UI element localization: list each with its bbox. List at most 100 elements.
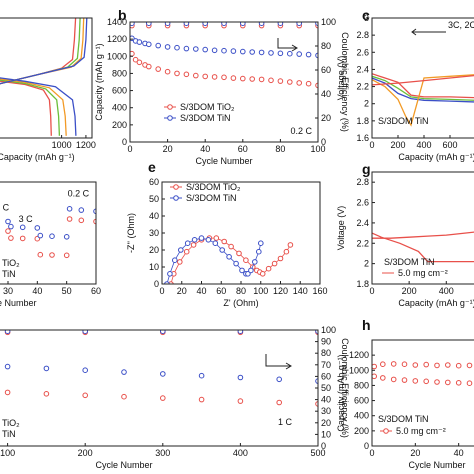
annotation-f: 1 C <box>278 417 293 427</box>
plot-area-a <box>0 18 88 136</box>
series-b-1-point-4 <box>146 41 152 48</box>
series-h-0-point-8 <box>455 362 462 369</box>
series-e-0-point-17 <box>271 260 278 267</box>
y2tick-label-f-7: 70 <box>321 360 331 370</box>
series-h-1-point-1 <box>380 375 386 381</box>
series-e-0-point-11 <box>243 257 249 264</box>
legend-label-g-0: S/3DOM TiN <box>384 257 435 267</box>
series-c-4 <box>372 74 474 86</box>
xtick-label-g-1: 200 <box>402 286 417 296</box>
legend-label-g-1: 5.0 mg cm⁻² <box>398 268 448 278</box>
ytick-label-b-3: 600 <box>112 86 127 96</box>
plot-area-f <box>4 330 318 407</box>
series-b-0-point-19 <box>287 79 293 85</box>
annotation-c: 3C, 2C <box>448 20 474 30</box>
series-f-0-point-5 <box>121 393 127 400</box>
series-f-0-point-9 <box>276 399 283 406</box>
series-e-0-point-15 <box>259 271 266 277</box>
series-h-0-point-7 <box>445 362 451 368</box>
series-d-0-point-9 <box>8 235 14 241</box>
y2tick-label-f-9: 90 <box>321 337 331 347</box>
ytick-label-h-3: 600 <box>354 396 369 406</box>
ytick-label-c-6: 2.8 <box>356 30 369 40</box>
y2tick-label-b-2: 40 <box>321 89 331 99</box>
series-d-0-point-10 <box>19 235 26 242</box>
series-d-1-point-14 <box>63 234 70 240</box>
series-h-0-point-1 <box>380 361 386 368</box>
series-b-0-point-15 <box>249 76 255 82</box>
series-c-0 <box>372 73 474 99</box>
series-h-1-point-6 <box>434 379 440 385</box>
series-e-1-point-3 <box>178 247 184 253</box>
ytick-label-e-6: 60 <box>149 177 159 187</box>
xtick-label-e-1: 20 <box>177 286 187 296</box>
series-d-1-point-16 <box>78 207 85 213</box>
xtick-label-c-1: 200 <box>390 140 405 150</box>
series-h-1-point-0 <box>372 373 377 380</box>
frame-h <box>371 339 474 447</box>
series-b-1-point-11 <box>211 47 218 54</box>
series-b-0-point-12 <box>221 74 227 81</box>
ytick-label-e-5: 50 <box>149 194 159 204</box>
legend-label-d-1: TiN <box>2 269 16 279</box>
series-d-1-point-11 <box>34 225 41 231</box>
plot-area-h <box>372 361 473 387</box>
arrow-head-f <box>285 362 292 370</box>
series-b-0-point-14 <box>240 75 246 82</box>
series-a-1 <box>0 79 61 136</box>
ytick-label-h-6: 1200 <box>349 350 369 360</box>
y2tick-label-f-10: 100 <box>321 325 336 335</box>
xtick-label-e-6: 120 <box>273 286 288 296</box>
series-f-3-point-2 <box>82 330 88 334</box>
series-b-1-point-6 <box>164 44 171 50</box>
frame-g <box>371 171 474 285</box>
series-b-0-point-7 <box>174 70 180 77</box>
series-b-1-point-13 <box>230 48 237 54</box>
ytick-label-b-4: 800 <box>112 68 127 78</box>
legend-label-h-0: S/3DOM TiN <box>378 414 429 424</box>
series-b-3-point-7 <box>258 22 265 26</box>
series-f-0-point-4 <box>82 392 88 399</box>
legend-marker-e-1 <box>173 195 179 201</box>
legend-marker-b-1 <box>167 115 173 121</box>
y2tick-label-f-6: 60 <box>321 371 331 381</box>
series-b-1-point-5 <box>155 42 161 49</box>
series-h-1-point-8 <box>455 380 462 386</box>
series-b-3-point-1 <box>146 22 152 26</box>
series-f-0-point-7 <box>198 396 205 403</box>
series-h-1-point-9 <box>466 380 473 387</box>
xtick-label-b-2: 40 <box>200 144 210 154</box>
xtick-label-d-4: 50 <box>62 286 72 296</box>
ytick-label-g-1: 2 <box>364 259 369 269</box>
ylabel-g: Voltage (V) <box>336 206 346 251</box>
plot-area-e <box>164 235 294 284</box>
series-b-1-point-22 <box>315 52 318 59</box>
series-g-0 <box>372 232 474 263</box>
xtick-label-e-0: 0 <box>159 286 164 296</box>
y2tick-label-b-3: 60 <box>321 65 331 75</box>
xtick-label-h-1: 20 <box>410 448 420 458</box>
panel-b: 0 20 40 60 80 1000200400600800100012001400020… <box>94 7 350 166</box>
series-e-1-point-1 <box>167 271 173 277</box>
xlabel-b: Cycle Number <box>195 156 252 166</box>
series-h-1-point-5 <box>423 378 430 385</box>
series-e-0-point-0 <box>168 281 174 284</box>
ytick-label-c-4: 2.4 <box>356 64 369 74</box>
panel-d: 102030405060Cycle NumberTiO₂TiNC2 C3 C0.… <box>0 181 101 308</box>
series-c-1 <box>372 75 474 101</box>
ytick-label-e-2: 20 <box>149 245 159 255</box>
xtick-label-e-3: 60 <box>216 286 226 296</box>
xtick-label-e-8: 160 <box>312 286 327 296</box>
plot-area-g <box>372 231 474 263</box>
xtick-label-e-7: 140 <box>293 286 308 296</box>
ytick-label-c-3: 2.2 <box>356 82 369 92</box>
panel-label-g: g <box>362 161 371 177</box>
legend-label-d-0: TiO₂ <box>2 258 20 268</box>
series-e-0-point-3 <box>183 248 190 255</box>
xtick-label-f-3: 400 <box>233 448 248 458</box>
ytick-label-h-4: 800 <box>354 380 369 390</box>
rate-label-3: 0.2 C <box>68 189 90 199</box>
ytick-label-b-7: 1400 <box>107 17 127 27</box>
